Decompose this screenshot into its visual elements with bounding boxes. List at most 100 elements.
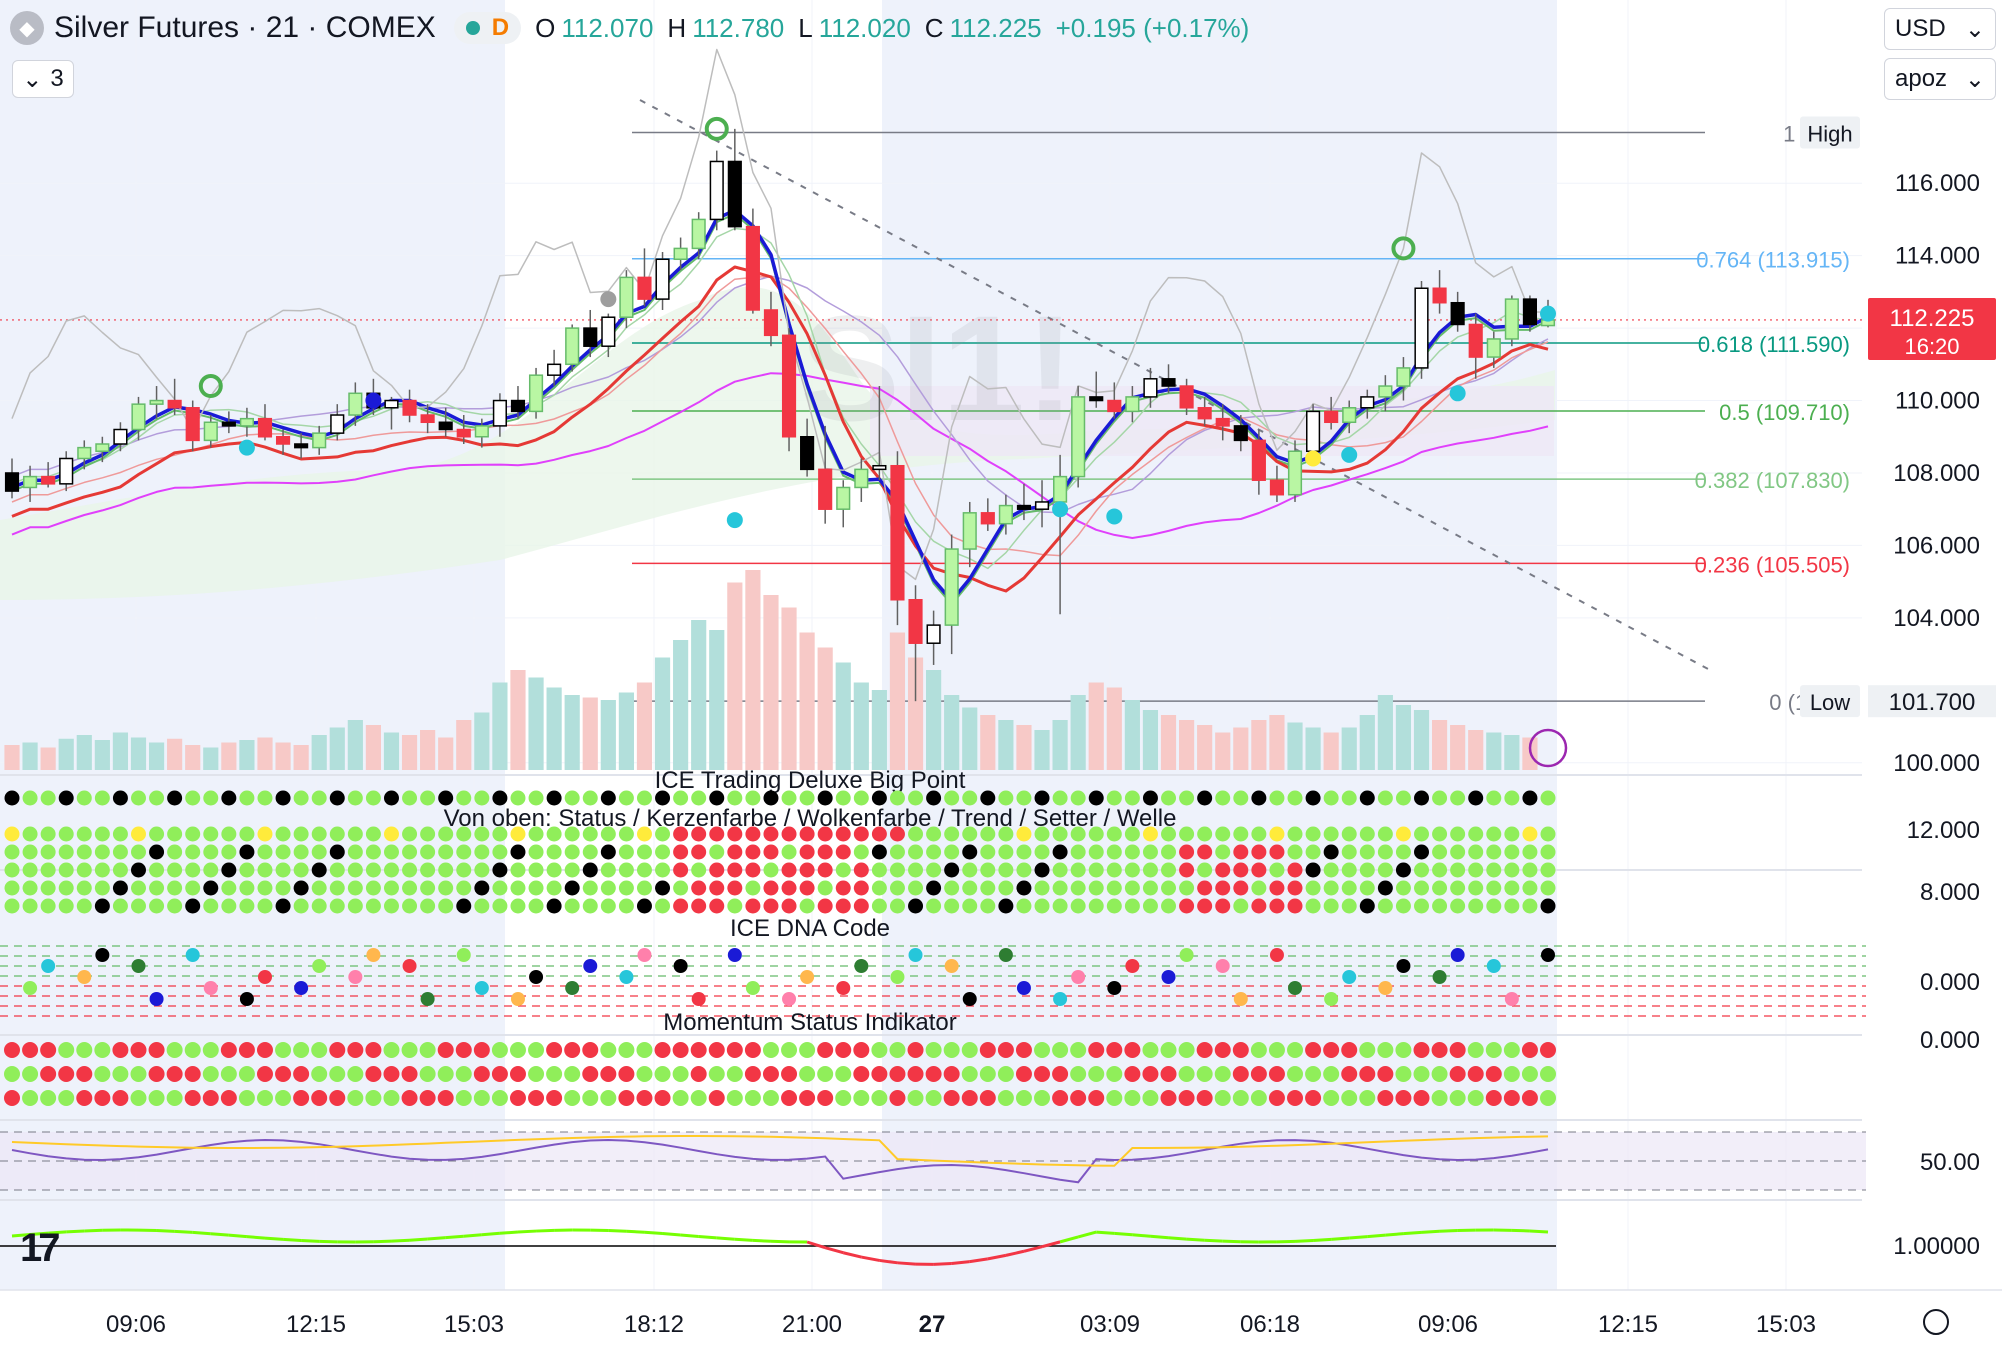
volume-bar-80 xyxy=(1450,725,1466,770)
momentum-dot-0-24 xyxy=(437,1042,454,1058)
momentum-dot-2-58 xyxy=(1052,1090,1069,1106)
volume-bar-42 xyxy=(763,595,779,770)
momentum-dot-2-34 xyxy=(618,1090,635,1106)
bigpoint-dot-0-47 xyxy=(853,790,869,806)
momentum-dot-1-55 xyxy=(997,1066,1014,1082)
bigpoint-dot-2-82 xyxy=(1486,844,1502,860)
bigpoint-dot-5-43 xyxy=(781,898,797,914)
bigpoint-dot-0-60 xyxy=(1088,790,1104,806)
bigpoint-dot-3-56 xyxy=(1016,862,1032,878)
indicators-collapse-button[interactable]: ⌄ 3 xyxy=(12,60,74,98)
momentum-dot-1-83 xyxy=(1503,1066,1520,1082)
momentum-dot-2-3 xyxy=(58,1090,75,1106)
bigpoint-dot-5-82 xyxy=(1486,898,1502,914)
time-tick-6: 03:09 xyxy=(1080,1311,1140,1338)
bigpoint-dot-5-62 xyxy=(1124,898,1140,914)
price-tick-0: 116.000 xyxy=(1895,170,1980,197)
bigpoint-dot-3-41 xyxy=(745,862,761,878)
bigpoint-dot-5-54 xyxy=(980,898,996,914)
dna-dot-19 xyxy=(348,970,363,984)
bigpoint-dot-1-33 xyxy=(600,826,616,842)
bigpoint-dot-5-58 xyxy=(1052,898,1068,914)
momentum-dot-0-34 xyxy=(618,1042,635,1058)
volume-bar-29 xyxy=(528,677,544,770)
momentum-dot-0-8 xyxy=(148,1042,165,1058)
bigpoint-dot-2-11 xyxy=(203,844,219,860)
momentum-dot-0-66 xyxy=(1196,1042,1213,1058)
momentum-dot-0-50 xyxy=(907,1042,924,1058)
volume-bar-14 xyxy=(257,737,273,770)
bigpoint-dot-1-7 xyxy=(130,826,146,842)
status-pill[interactable]: D xyxy=(453,12,522,44)
bigpoint-dot-1-55 xyxy=(998,826,1014,842)
bigpoint-dot-3-31 xyxy=(564,862,580,878)
symbol-title[interactable]: Silver Futures · 21 · COMEX xyxy=(54,11,436,44)
bigpoint-dot-4-43 xyxy=(781,880,797,896)
tradingview-logo-icon[interactable]: 17 xyxy=(20,1226,60,1270)
momentum-dot-1-6 xyxy=(112,1066,129,1082)
candle-body-5 xyxy=(95,443,110,452)
momentum-dot-1-63 xyxy=(1142,1066,1159,1082)
bigpoint-dot-1-58 xyxy=(1052,826,1068,842)
bigpoint-dot-0-42 xyxy=(763,790,779,806)
volume-bar-41 xyxy=(745,570,761,770)
bigpoint-dot-2-78 xyxy=(1414,844,1430,860)
volume-bar-46 xyxy=(835,662,851,770)
momentum-dot-2-12 xyxy=(220,1090,237,1106)
gray-lagging-line xyxy=(11,48,1549,581)
bigpoint-dot-3-80 xyxy=(1450,862,1466,878)
bigpoint-dot-4-35 xyxy=(636,880,652,896)
candle-body-53 xyxy=(962,512,977,550)
momentum-dot-2-54 xyxy=(979,1090,996,1106)
bigpoint-dot-0-50 xyxy=(908,790,924,806)
unit-select[interactable]: apoz ⌄ xyxy=(1884,58,1996,100)
bigpoint-dot-4-55 xyxy=(998,880,1014,896)
momentum-dot-2-7 xyxy=(130,1090,147,1106)
bigpoint-dot-5-75 xyxy=(1359,898,1375,914)
candle-body-16 xyxy=(294,443,309,449)
candle-body-80 xyxy=(1450,301,1465,326)
candle-body-45 xyxy=(818,468,833,510)
fib-tag-bg-6 xyxy=(1800,685,1860,718)
bigpoint-dot-2-16 xyxy=(293,844,309,860)
momentum-dot-2-47 xyxy=(853,1090,870,1106)
momentum-dot-0-35 xyxy=(636,1042,653,1058)
momentum-dot-1-61 xyxy=(1106,1066,1123,1082)
bigpoint-dot-0-25 xyxy=(456,790,472,806)
currency-select[interactable]: USD ⌄ xyxy=(1884,8,1996,50)
bigpoint-dot-0-21 xyxy=(383,790,399,806)
bigpoint-dot-0-12 xyxy=(221,790,237,806)
momentum-dot-2-55 xyxy=(997,1090,1014,1106)
signal-dot-6 xyxy=(1540,305,1556,322)
bigpoint-dot-0-69 xyxy=(1251,790,1267,806)
bigpoint-dot-0-64 xyxy=(1161,790,1177,806)
price-tick-7: 100.000 xyxy=(1893,750,1980,777)
dna-dot-17 xyxy=(312,959,327,973)
ratio-segment-44 xyxy=(806,1240,826,1250)
candle-body-69 xyxy=(1251,439,1266,481)
bigpoint-dot-2-57 xyxy=(1034,844,1050,860)
volume-bar-76 xyxy=(1377,695,1393,770)
ratio-segment-9 xyxy=(174,1229,193,1234)
bigpoint-dot-3-11 xyxy=(203,862,219,878)
ratio-segment-66 xyxy=(1204,1238,1223,1243)
bigpoint-dot-1-82 xyxy=(1486,826,1502,842)
bigpoint-dot-1-38 xyxy=(691,826,707,842)
dna-dot-41 xyxy=(745,981,760,995)
bigpoint-dot-2-65 xyxy=(1179,844,1195,860)
bigpoint-dot-2-59 xyxy=(1070,844,1086,860)
bigpoint-dot-0-44 xyxy=(799,790,815,806)
bigpoint-dot-1-52 xyxy=(944,826,960,842)
bigpoint-dot-0-5 xyxy=(94,790,110,806)
bigpoint-dot-2-21 xyxy=(383,844,399,860)
dna-dot-62 xyxy=(1125,959,1140,973)
signal-dot-3 xyxy=(1305,450,1322,467)
bigpoint-dot-2-23 xyxy=(420,844,436,860)
bigpoint-dot-4-17 xyxy=(311,880,327,896)
bigpoint-dot-5-65 xyxy=(1179,898,1195,914)
momentum-dot-0-82 xyxy=(1485,1042,1502,1058)
bigpoint-dot-0-24 xyxy=(438,790,454,806)
bigpoint-dot-3-14 xyxy=(257,862,273,878)
